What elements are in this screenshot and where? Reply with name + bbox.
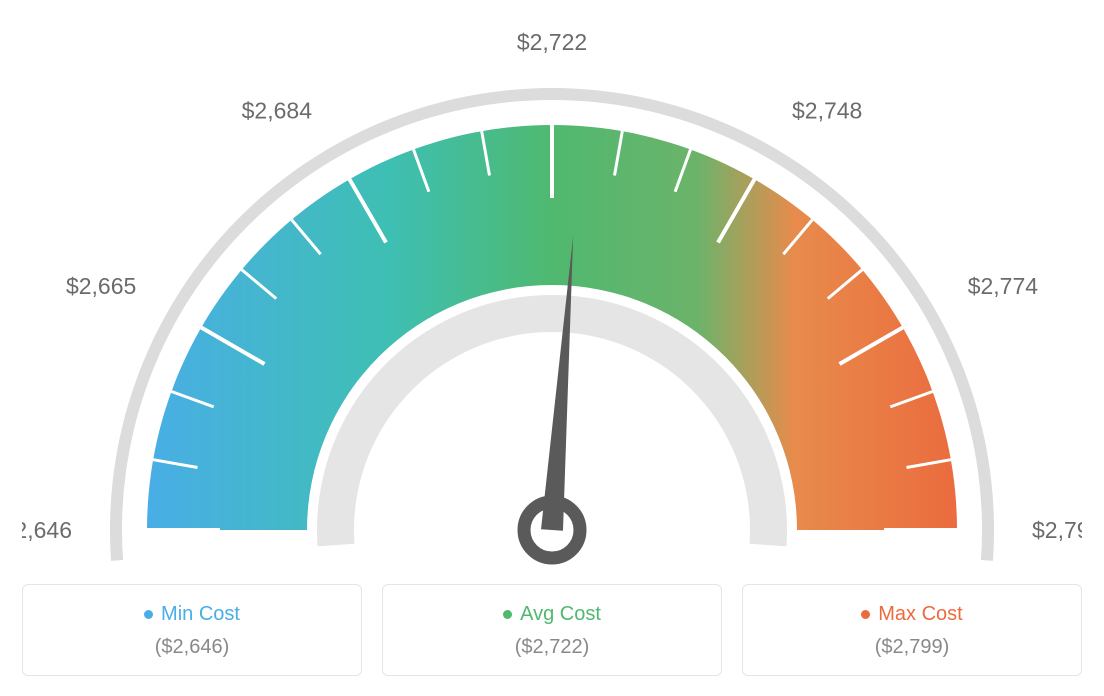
max-dot-icon (861, 610, 870, 619)
min-label: Min Cost (161, 603, 240, 626)
avg-label: Avg Cost (520, 603, 601, 626)
svg-text:$2,646: $2,646 (22, 517, 72, 543)
avg-value: ($2,722) (393, 636, 711, 659)
svg-text:$2,774: $2,774 (968, 273, 1039, 299)
avg-card-header: Avg Cost (393, 603, 711, 626)
svg-text:$2,748: $2,748 (792, 97, 862, 123)
min-dot-icon (144, 610, 153, 619)
min-card-header: Min Cost (33, 603, 351, 626)
avg-cost-card: Avg Cost ($2,722) (382, 584, 722, 676)
summary-cards: Min Cost ($2,646) Avg Cost ($2,722) Max … (22, 584, 1082, 676)
max-label: Max Cost (878, 603, 962, 626)
max-value: ($2,799) (753, 636, 1071, 659)
avg-dot-icon (503, 610, 512, 619)
svg-text:$2,799: $2,799 (1032, 517, 1082, 543)
min-cost-card: Min Cost ($2,646) (22, 584, 362, 676)
svg-text:$2,684: $2,684 (242, 97, 313, 123)
gauge-chart: $2,646 $2,665 $2,684 $2,722 $2,748 $2,774 $2,7… (22, 20, 1082, 580)
max-card-header: Max Cost (753, 603, 1071, 626)
svg-text:$2,722: $2,722 (517, 29, 587, 55)
min-value: ($2,646) (33, 636, 351, 659)
max-cost-card: Max Cost ($2,799) (742, 584, 1082, 676)
svg-text:$2,665: $2,665 (66, 273, 136, 299)
